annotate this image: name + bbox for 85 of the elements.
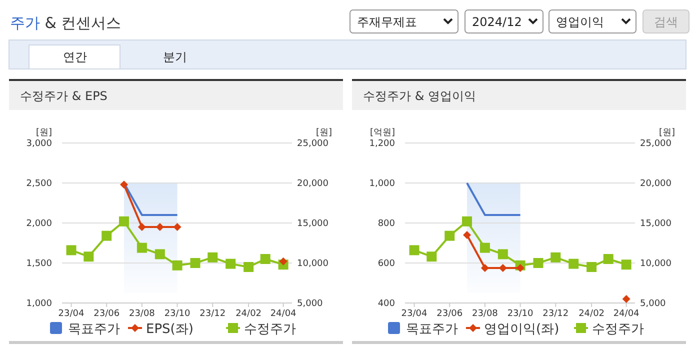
point [102, 230, 112, 241]
point [568, 258, 579, 269]
y2-tick-label: 25,000 [297, 139, 329, 149]
y2-tick-label: 5,000 [640, 299, 666, 309]
point [118, 216, 129, 226]
point [120, 180, 128, 189]
point [84, 252, 94, 262]
x-tick-label: 23/06 [436, 309, 463, 319]
x-tick-label: 23/10 [507, 309, 534, 319]
point [462, 216, 472, 226]
point [498, 249, 508, 260]
text: 2024/12 [472, 15, 522, 29]
text: 연간 [63, 50, 87, 64]
x-tick-label: 23/12 [542, 309, 569, 319]
y-tick-label: 1,000 [26, 299, 52, 309]
point [621, 260, 632, 270]
x-tick-label: 23/08 [128, 309, 156, 319]
y-tick-label: 400 [378, 299, 396, 309]
y-axis-title: [원] [36, 128, 52, 138]
y2-tick-label: 25,000 [640, 139, 672, 149]
x-tick-label: 23/08 [472, 309, 498, 319]
legend-label: EPS(좌) [146, 322, 194, 337]
x-tick-label: 23/04 [58, 309, 85, 319]
text: 분기 [163, 50, 187, 64]
point [444, 230, 455, 241]
x-tick-label: 23/10 [164, 309, 191, 319]
y2-tick-label: 20,000 [297, 179, 329, 189]
y-tick-label: 1,000 [369, 179, 396, 189]
point [260, 254, 270, 264]
x-tick-label: 24/02 [578, 309, 605, 319]
y-tick-label: 1,500 [26, 259, 52, 269]
point [138, 223, 146, 231]
point [172, 260, 182, 270]
y-tick-label: 800 [378, 219, 396, 229]
point [480, 242, 490, 253]
legend-label: 수정주가 [592, 322, 644, 337]
point [409, 245, 420, 256]
x-tick-label: 23/04 [401, 309, 428, 319]
y-tick-label: 1,200 [369, 139, 396, 149]
text: 검색 [654, 15, 678, 29]
legend-label: 목표주가 [406, 322, 458, 337]
point [226, 258, 236, 269]
point [136, 242, 147, 253]
x-tick-label: 23/12 [200, 309, 226, 319]
point [279, 257, 288, 266]
y2-tick-label: 15,000 [297, 219, 329, 229]
point [533, 258, 544, 268]
point [480, 264, 489, 272]
y2-tick-label: 10,000 [640, 259, 672, 269]
text: 영업이익 [556, 15, 604, 29]
point [586, 262, 597, 272]
y2-axis-title: [원] [316, 128, 332, 138]
point [550, 252, 561, 262]
point [173, 223, 182, 231]
legend-label: 수정주가 [244, 322, 296, 337]
text: 주재무제표 [357, 15, 417, 29]
y-tick-label: 600 [378, 259, 396, 269]
y2-tick-label: 5,000 [297, 299, 324, 309]
y-tick-label: 2,500 [26, 179, 52, 189]
point [462, 231, 471, 239]
point [622, 295, 630, 303]
point [426, 252, 437, 262]
chart-title: 수정주가 & 영업이익 [363, 89, 476, 103]
point [244, 262, 254, 272]
x-tick-label: 24/02 [236, 309, 262, 319]
y2-tick-label: 20,000 [640, 179, 672, 189]
point [66, 245, 76, 256]
x-tick-label: 24/04 [270, 309, 297, 319]
y2-axis-title: [원] [658, 128, 675, 138]
point [516, 264, 524, 272]
legend-label: 목표주가 [68, 322, 120, 337]
x-tick-label: 23/06 [94, 309, 120, 319]
chart-title: 수정주가 & EPS [20, 89, 108, 103]
point [190, 258, 200, 268]
x-tick-label: 24/04 [613, 309, 640, 319]
y-tick-label: 3,000 [26, 139, 52, 149]
y2-tick-label: 15,000 [640, 219, 672, 229]
point [208, 252, 218, 262]
point [154, 249, 165, 260]
y-tick-label: 2,000 [26, 219, 52, 229]
legend-label: 영업이익(좌) [484, 322, 560, 337]
y-axis-title: [억원] [370, 128, 395, 138]
point [603, 254, 614, 264]
text: 주가 & 컨센서스 [10, 14, 122, 32]
y2-tick-label: 10,000 [297, 259, 329, 269]
